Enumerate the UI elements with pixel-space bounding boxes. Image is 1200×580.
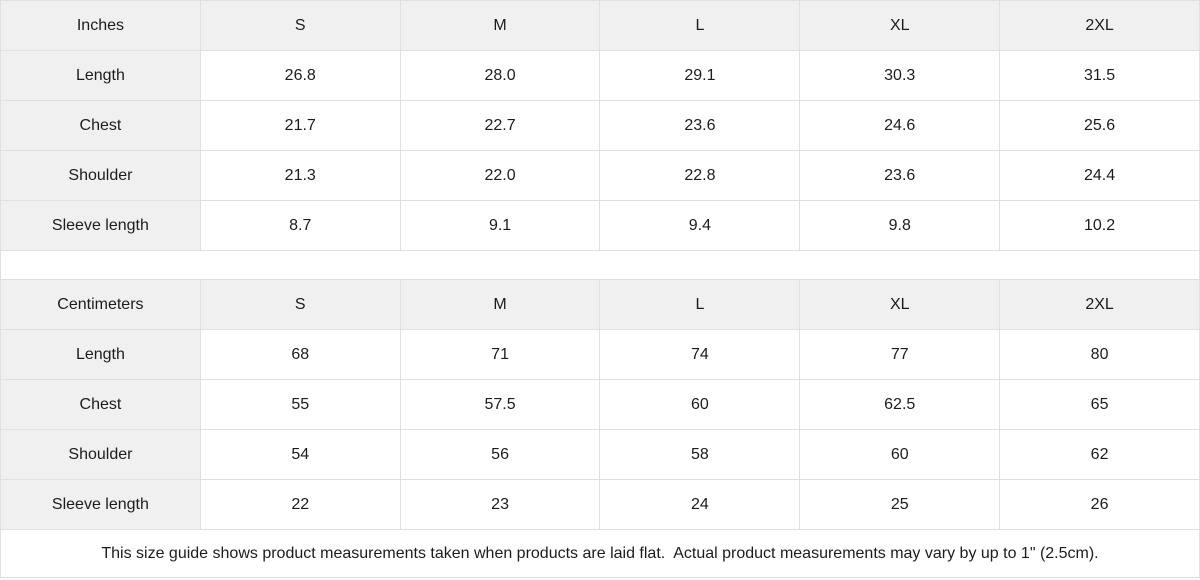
size-column-header: XL (799, 279, 1001, 330)
measurement-value-cell: 9.8 (799, 200, 1001, 251)
table-row: Shoulder 54 56 58 60 62 (0, 429, 1200, 480)
measurement-label-cell: Sleeve length (0, 200, 201, 251)
size-column-header: XL (799, 0, 1001, 51)
measurement-label-cell: Shoulder (0, 150, 201, 201)
table-row: Sleeve length 22 23 24 25 26 (0, 479, 1200, 530)
measurement-value-cell: 22.7 (399, 100, 601, 151)
measurement-value-cell: 62 (999, 429, 1200, 480)
measurement-value-cell: 23.6 (599, 100, 801, 151)
measurement-value-cell: 23 (399, 479, 601, 530)
measurement-value-cell: 9.1 (399, 200, 601, 251)
measurement-label-cell: Chest (0, 100, 201, 151)
measurement-value-cell: 25 (799, 479, 1001, 530)
size-column-header: S (199, 0, 401, 51)
table-row: Chest 55 57.5 60 62.5 65 (0, 379, 1200, 430)
measurement-value-cell: 26 (999, 479, 1200, 530)
measurement-value-cell: 31.5 (999, 50, 1200, 101)
measurement-value-cell: 29.1 (599, 50, 801, 101)
measurement-value-cell: 23.6 (799, 150, 1001, 201)
measurement-label-cell: Sleeve length (0, 479, 201, 530)
measurement-value-cell: 24.6 (799, 100, 1001, 151)
measurement-value-cell: 25.6 (999, 100, 1200, 151)
measurement-value-cell: 24.4 (999, 150, 1200, 201)
measurement-value-cell: 57.5 (399, 379, 601, 430)
measurement-value-cell: 30.3 (799, 50, 1001, 101)
measurement-value-cell: 26.8 (199, 50, 401, 101)
table-header-row: Centimeters S M L XL 2XL (0, 279, 1200, 330)
measurement-value-cell: 60 (799, 429, 1001, 480)
size-table-centimeters: Centimeters S M L XL 2XL Length 68 71 74 77 80 Chest… (0, 279, 1200, 530)
measurement-value-cell: 21.7 (199, 100, 401, 151)
measurement-label-cell: Length (0, 50, 201, 101)
measurement-value-cell: 24 (599, 479, 801, 530)
measurement-value-cell: 22.8 (599, 150, 801, 201)
measurement-value-cell: 60 (599, 379, 801, 430)
table-row: Sleeve length 8.7 9.1 9.4 9.8 10.2 (0, 200, 1200, 251)
unit-header-cell: Centimeters (0, 279, 201, 330)
table-row: Length 68 71 74 77 80 (0, 329, 1200, 380)
measurement-value-cell: 9.4 (599, 200, 801, 251)
measurement-value-cell: 22 (199, 479, 401, 530)
table-spacer (0, 251, 1200, 279)
table-row: Length 26.8 28.0 29.1 30.3 31.5 (0, 50, 1200, 101)
measurement-value-cell: 62.5 (799, 379, 1001, 430)
size-column-header: L (599, 279, 801, 330)
size-column-header: 2XL (999, 0, 1200, 51)
measurement-value-cell: 77 (799, 329, 1001, 380)
measurement-value-cell: 71 (399, 329, 601, 380)
size-guide-note: This size guide shows product measuremen… (0, 530, 1200, 578)
measurement-value-cell: 74 (599, 329, 801, 380)
unit-header-cell: Inches (0, 0, 201, 51)
measurement-value-cell: 65 (999, 379, 1200, 430)
measurement-value-cell: 21.3 (199, 150, 401, 201)
measurement-value-cell: 56 (399, 429, 601, 480)
size-table-inches: Inches S M L XL 2XL Length 26.8 28.0 29.1 30.3 31.5… (0, 0, 1200, 251)
measurement-value-cell: 68 (199, 329, 401, 380)
size-column-header: S (199, 279, 401, 330)
table-header-row: Inches S M L XL 2XL (0, 0, 1200, 51)
measurement-label-cell: Chest (0, 379, 201, 430)
measurement-label-cell: Length (0, 329, 201, 380)
measurement-value-cell: 58 (599, 429, 801, 480)
measurement-value-cell: 54 (199, 429, 401, 480)
size-column-header: M (399, 279, 601, 330)
measurement-value-cell: 22.0 (399, 150, 601, 201)
measurement-value-cell: 28.0 (399, 50, 601, 101)
table-row: Shoulder 21.3 22.0 22.8 23.6 24.4 (0, 150, 1200, 201)
measurement-label-cell: Shoulder (0, 429, 201, 480)
size-column-header: 2XL (999, 279, 1200, 330)
measurement-value-cell: 8.7 (199, 200, 401, 251)
measurement-value-cell: 10.2 (999, 200, 1200, 251)
size-column-header: M (399, 0, 601, 51)
measurement-value-cell: 55 (199, 379, 401, 430)
measurement-value-cell: 80 (999, 329, 1200, 380)
table-row: Chest 21.7 22.7 23.6 24.6 25.6 (0, 100, 1200, 151)
size-column-header: L (599, 0, 801, 51)
